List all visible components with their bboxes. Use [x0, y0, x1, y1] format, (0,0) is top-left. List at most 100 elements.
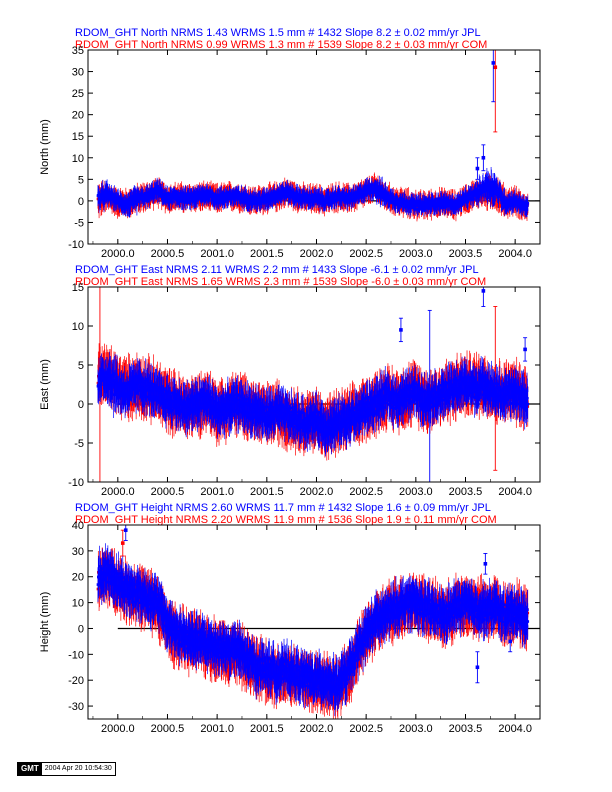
data-point	[210, 198, 214, 202]
data-point	[490, 180, 493, 184]
data-point	[315, 193, 319, 197]
data-point	[183, 195, 186, 199]
data-point	[518, 199, 522, 203]
data-point	[245, 199, 249, 203]
data-point	[524, 202, 527, 206]
data-point	[237, 193, 241, 197]
data-point	[177, 195, 181, 199]
data-point	[421, 200, 425, 204]
data-point	[202, 196, 206, 200]
data-point	[396, 201, 400, 204]
data-point	[341, 198, 345, 202]
data-point	[263, 194, 266, 198]
panel-title-com: RDOM_GHT North NRMS 0.99 WRMS 1.3 mm # 1…	[75, 39, 487, 51]
data-point	[414, 204, 417, 208]
data-point	[162, 192, 166, 196]
data-point	[244, 195, 248, 199]
data-point	[271, 198, 274, 201]
data-point	[361, 195, 364, 198]
data-point	[273, 190, 276, 193]
data-point	[241, 199, 245, 203]
data-point	[152, 378, 155, 381]
data-point	[460, 203, 463, 207]
data-point	[126, 199, 130, 202]
data-point	[498, 189, 502, 193]
data-point	[352, 191, 356, 195]
data-point	[346, 200, 349, 204]
data-point	[284, 192, 288, 195]
data-point	[457, 204, 461, 208]
data-point	[337, 191, 340, 195]
data-point	[317, 194, 321, 197]
data-point	[302, 194, 305, 198]
data-point	[211, 194, 214, 197]
data-point	[333, 192, 337, 196]
data-point	[118, 200, 122, 204]
data-point	[394, 199, 398, 203]
data-point	[509, 201, 513, 205]
data-point	[268, 191, 272, 195]
data-point	[205, 192, 209, 195]
data-point	[111, 197, 114, 201]
plot-frame	[87, 49, 541, 245]
outlier-point	[481, 155, 486, 160]
data-point	[437, 206, 440, 210]
data-point	[127, 203, 131, 206]
data-point	[300, 199, 303, 203]
data-point	[114, 204, 118, 207]
data-point	[166, 193, 169, 197]
data-point	[521, 200, 525, 204]
data-point	[165, 195, 169, 199]
data-point	[454, 207, 458, 210]
data-point	[355, 196, 359, 200]
data-point	[351, 194, 355, 198]
data-point	[280, 192, 284, 196]
data-point	[314, 196, 318, 200]
data-point	[511, 204, 515, 207]
data-point	[385, 194, 389, 198]
data-point	[142, 199, 146, 202]
x-tick-label: 2002.0	[300, 248, 334, 260]
data-point	[429, 204, 433, 207]
data-point	[110, 203, 114, 206]
data-point	[113, 204, 116, 208]
data-point	[158, 194, 162, 198]
data-point	[242, 197, 245, 201]
data-point	[500, 200, 504, 204]
data-point	[266, 193, 269, 197]
data-point	[231, 197, 235, 200]
data-point	[368, 185, 371, 189]
data-point	[464, 193, 467, 196]
data-point	[466, 197, 470, 201]
x-tick-label: 2003.5	[449, 248, 483, 260]
data-point	[398, 204, 401, 207]
y-tick-label: 5	[78, 174, 84, 186]
data-point	[192, 193, 195, 196]
data-point	[492, 192, 496, 196]
y-tick-label: 20	[72, 110, 84, 122]
data-point	[207, 195, 211, 199]
data-point	[493, 194, 496, 197]
data-point	[131, 198, 135, 202]
data-point	[417, 199, 420, 203]
data-point	[304, 200, 307, 203]
data-point	[137, 202, 140, 205]
data-point	[480, 191, 484, 194]
data-point	[103, 365, 106, 369]
data-point	[293, 190, 297, 193]
data-point	[338, 193, 341, 196]
data-point	[283, 192, 287, 196]
data-point	[469, 197, 473, 200]
data-point	[99, 198, 102, 202]
data-point	[223, 198, 227, 202]
data-point	[412, 201, 416, 205]
data-point	[381, 194, 384, 198]
data-point	[184, 201, 188, 204]
data-point	[207, 197, 211, 201]
data-point	[351, 199, 355, 203]
data-point	[225, 194, 228, 198]
data-point	[321, 200, 325, 204]
data-point	[281, 190, 285, 193]
data-point	[459, 197, 462, 200]
data-point	[330, 198, 334, 202]
